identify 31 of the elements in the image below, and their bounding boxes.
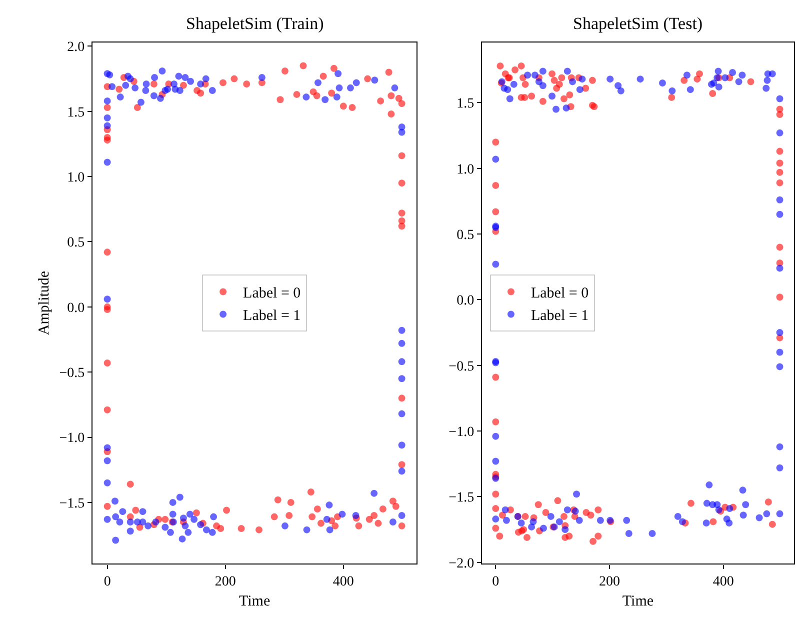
y-tick-label: 1.5: [67, 105, 85, 120]
x-axis-title: Time: [238, 594, 270, 610]
chart-title: ShapeletSim (Train): [186, 14, 324, 33]
legend-label: Label = 1: [243, 308, 301, 324]
x-tick-label: 0: [104, 574, 111, 590]
y-tick-label: −2.0: [448, 556, 474, 572]
y-tick-label: −1.0: [59, 431, 85, 446]
y-axis-title: Amplitude: [36, 270, 53, 336]
x-tick-label: 0: [492, 574, 500, 590]
y-tick-label: 1.5: [456, 96, 474, 112]
y-tick-label: 0.5: [456, 228, 474, 243]
y-tick-label: −1.5: [59, 496, 85, 512]
y-tick-label: −0.5: [59, 366, 85, 381]
chart-title: ShapeletSim (Test): [573, 14, 703, 33]
y-tick-label: −0.5: [448, 359, 474, 374]
x-tick-label: 400: [332, 574, 354, 590]
y-tick-label: −1.0: [448, 424, 474, 440]
y-tick-label: 0.5: [67, 236, 85, 251]
y-tick-label: 1.0: [67, 170, 85, 186]
y-tick-label: 0.0: [456, 294, 474, 309]
x-tick-label: 200: [214, 574, 236, 590]
x-tick-label: 200: [599, 574, 620, 590]
y-tick-label: 0.0: [67, 300, 85, 316]
y-tick-label: 1.0: [456, 162, 474, 178]
x-tick-label: 400: [712, 574, 734, 590]
legend-label: Label = 1: [530, 308, 589, 324]
y-tick-label: −1.5: [448, 490, 474, 506]
legend-label: Label = 0: [530, 286, 589, 302]
y-tick-label: 2.0: [67, 40, 85, 56]
legend-label: Label = 0: [243, 286, 301, 302]
x-axis-title: Time: [622, 594, 654, 610]
